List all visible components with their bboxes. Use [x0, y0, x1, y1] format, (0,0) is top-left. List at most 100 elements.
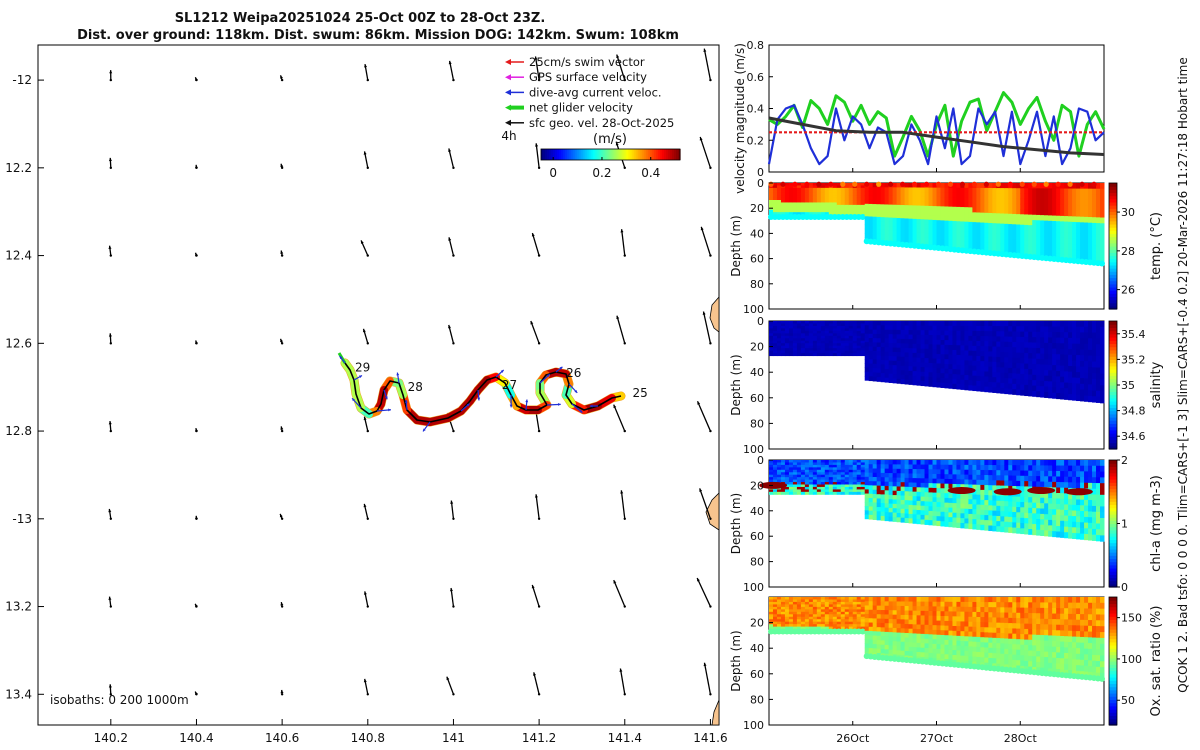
profile-data-cell — [848, 212, 854, 216]
map-y-tick-label: 12.4 — [5, 249, 32, 263]
profile-data-cell — [888, 481, 894, 487]
profile-data-cell — [1020, 321, 1025, 327]
profile-data-cell — [792, 597, 798, 600]
profile-data-cell — [788, 335, 794, 339]
profile-data-cell — [1004, 480, 1009, 487]
profile-data-cell — [844, 183, 850, 186]
profile-data-cell — [840, 626, 846, 630]
profile-data-cell — [928, 215, 934, 221]
profile-data-cell — [1088, 332, 1093, 339]
profile-data-cell — [960, 350, 965, 356]
profile-data-cell — [788, 491, 794, 495]
profile-data-cell — [1024, 183, 1029, 189]
profile-data-cell — [984, 187, 989, 194]
profile-data-cell — [1068, 493, 1073, 500]
profile-data-cell — [964, 636, 969, 642]
profile-data-cell — [1064, 238, 1069, 245]
profile-data-cell — [868, 333, 874, 339]
profile-data-cell — [1072, 471, 1077, 478]
profile-data-cell — [1000, 516, 1005, 522]
profile-data-cell — [828, 462, 834, 466]
profile-data-cell — [1092, 326, 1097, 334]
profile-data-cell — [1024, 219, 1029, 226]
profile-data-cell — [828, 200, 834, 203]
profile-data-cell — [868, 639, 874, 645]
profile-data-cell — [836, 469, 842, 473]
profile-data-cell — [876, 605, 882, 611]
profile-data-cell — [1072, 321, 1077, 328]
surface-data-point — [971, 181, 977, 187]
profile-data-cell — [964, 345, 969, 351]
profile-data-cell — [1088, 200, 1093, 207]
profile-data-cell — [788, 599, 794, 603]
profile-data-cell — [900, 619, 906, 625]
profile-data-cell — [900, 646, 906, 652]
profile-data-cell — [916, 505, 922, 511]
profile-data-cell — [952, 469, 957, 475]
profile-data-cell — [996, 648, 1001, 654]
profile-data-cell — [1008, 208, 1013, 215]
profile-data-cell — [1092, 355, 1097, 363]
profile-data-cell — [1072, 210, 1077, 217]
profile-colorbar-tick-label: 0 — [1121, 581, 1128, 594]
profile-data-cell — [860, 209, 866, 213]
profile-data-cell — [960, 345, 965, 351]
profile-data-cell — [1020, 198, 1025, 205]
profile-data-cell — [1060, 393, 1065, 400]
profile-data-cell — [788, 626, 794, 630]
profile-data-cell — [900, 464, 906, 470]
profile-data-cell — [820, 616, 826, 620]
profile-data-cell — [840, 606, 846, 610]
profile-data-cell — [832, 323, 838, 327]
profile-data-cell — [1004, 378, 1009, 384]
profile-data-cell — [1072, 516, 1077, 523]
profile-data-cell — [864, 597, 870, 602]
profile-data-cell — [920, 214, 926, 220]
profile-data-cell — [1024, 209, 1029, 215]
profile-data-cell — [1088, 194, 1093, 201]
profile-data-cell — [780, 187, 786, 191]
surface-data-point — [1007, 181, 1013, 187]
profile-data-cell — [1072, 510, 1077, 517]
profile-data-cell — [1000, 367, 1005, 374]
profile-data-cell — [1100, 240, 1105, 247]
profile-data-cell — [1040, 215, 1045, 221]
colorbar-cell — [618, 149, 622, 160]
profile-data-cell — [876, 618, 882, 624]
profile-data-cell — [1044, 375, 1049, 382]
profile-data-cell — [984, 460, 989, 466]
profile-data-cell — [988, 485, 993, 491]
profile-data-cell — [948, 225, 953, 231]
profile-data-cell — [984, 376, 989, 383]
profile-data-cell — [900, 365, 906, 371]
profile-data-cell — [896, 347, 902, 353]
profile-data-cell — [892, 473, 898, 479]
profile-data-cell — [1036, 353, 1041, 360]
profile-data-cell — [836, 330, 842, 334]
profile-data-cell — [904, 615, 910, 621]
profile-data-cell — [916, 228, 922, 234]
profile-data-cell — [780, 462, 786, 466]
profile-data-cell — [852, 209, 858, 213]
profile-data-cell — [924, 381, 930, 387]
profile-data-cell — [904, 500, 910, 506]
profile-data-cell — [1020, 507, 1025, 514]
profile-data-cell — [792, 611, 798, 615]
profile-data-cell — [992, 382, 997, 388]
profile-data-cell — [956, 379, 961, 385]
profile-data-cell — [852, 601, 858, 605]
profile-data-cell — [972, 192, 977, 199]
profile-data-cell — [924, 353, 930, 359]
profile-data-cell — [884, 601, 890, 607]
profile-data-cell — [880, 212, 886, 218]
profile-data-cell — [840, 601, 846, 605]
profile-data-cell — [1048, 348, 1053, 355]
profile-data-cell — [1072, 205, 1077, 212]
profile-data-cell — [928, 219, 934, 225]
profile-data-cell — [924, 501, 930, 507]
profile-data-cell — [844, 484, 850, 488]
profile-data-cell — [884, 481, 890, 487]
surface-velocity-arrow — [702, 311, 712, 345]
profile-data-cell — [1076, 349, 1081, 356]
profile-data-cell — [1008, 244, 1013, 251]
